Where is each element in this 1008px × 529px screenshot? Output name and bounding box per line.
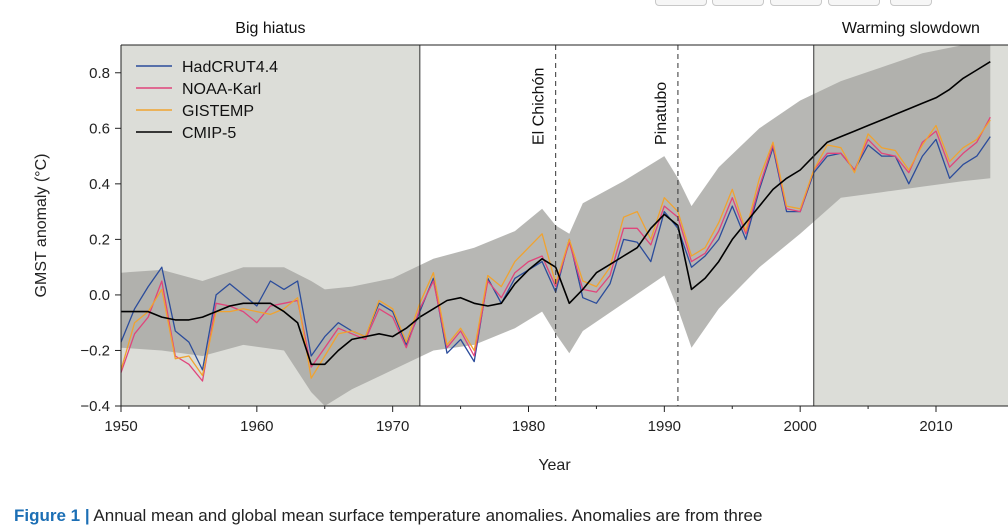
legend-entry: GISTEMP — [182, 103, 254, 120]
toolbar-button[interactable] — [655, 0, 707, 6]
period-label: Warming slowdown — [842, 20, 980, 37]
x-tick-label: 1980 — [512, 418, 545, 435]
y-tick-label: 0.6 — [89, 120, 110, 137]
x-tick-label: 2010 — [919, 418, 952, 435]
legend-entry: HadCRUT4.4 — [182, 59, 278, 76]
legend-entry: NOAA-Karl — [182, 81, 261, 98]
x-tick-label: 1950 — [104, 418, 137, 435]
figure-caption: Figure 1 | Annual mean and global mean s… — [14, 506, 762, 526]
volcano-label: Pinatubo — [653, 82, 670, 145]
caption-text: Annual mean and global mean surface temp… — [89, 506, 763, 525]
x-tick-label: 1970 — [376, 418, 409, 435]
period-label: Big hiatus — [235, 20, 305, 37]
x-axis-label: Year — [538, 457, 571, 474]
toolbar-button[interactable] — [712, 0, 764, 6]
y-tick-label: 0.8 — [89, 65, 110, 82]
y-tick-label: 0.2 — [89, 231, 110, 248]
y-tick-label: 0.4 — [89, 176, 110, 193]
browser-toolbar-edge — [0, 0, 1008, 6]
y-tick-label: −0.2 — [80, 342, 110, 359]
y-tick-label: 0.0 — [89, 287, 110, 304]
toolbar-button[interactable] — [770, 0, 822, 6]
y-axis-label: GMST anomaly (°C) — [33, 154, 50, 298]
y-tick-label: −0.4 — [80, 398, 110, 415]
series-line — [121, 61, 991, 366]
x-tick-label: 1960 — [240, 418, 273, 435]
x-tick-label: 1990 — [648, 418, 681, 435]
legend-entry: CMIP-5 — [182, 125, 236, 142]
toolbar-button[interactable] — [828, 0, 880, 6]
volcano-label: El Chichón — [531, 68, 548, 145]
figure-label: Figure 1 | — [14, 506, 90, 525]
temperature-chart: Big hiatus Warming slowdown El Chichón Pina… — [33, 20, 1008, 474]
toolbar-button[interactable] — [890, 0, 932, 6]
x-tick-label: 2000 — [783, 418, 816, 435]
series-line — [120, 116, 991, 382]
